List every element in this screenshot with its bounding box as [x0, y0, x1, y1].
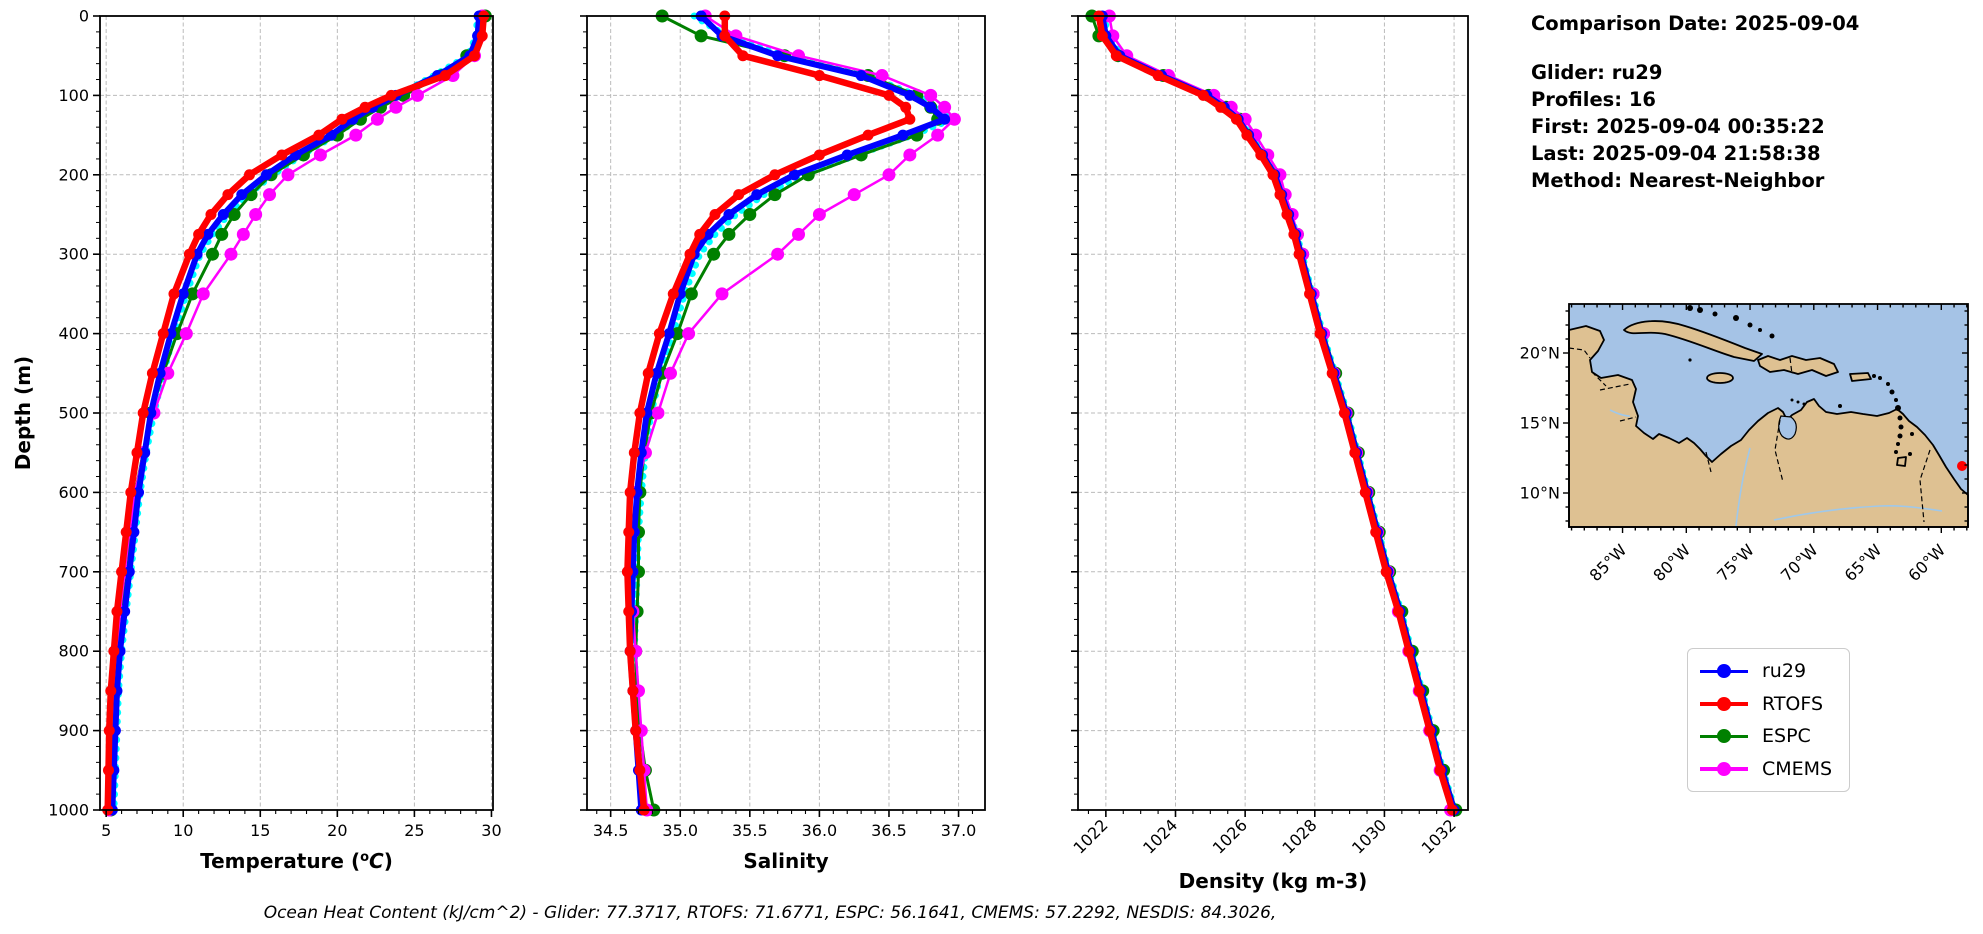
- landmasses: [1568, 320, 1969, 528]
- svg-text:0: 0: [79, 7, 89, 26]
- ocean-heat-content-caption: Ocean Heat Content (kJ/cm^2) - Glider: 7…: [263, 903, 1277, 923]
- svg-text:30: 30: [481, 821, 501, 840]
- profile-series: [1085, 9, 1463, 817]
- map-frame: [1568, 303, 1969, 528]
- legend-item-espc: ESPC: [1700, 721, 1849, 751]
- legend-label-ru29: ru29: [1762, 660, 1807, 683]
- small-islands: [1687, 305, 1914, 456]
- series-rtofs: [102, 10, 490, 816]
- density-profile-chart: 1022 1024 1026 1028 1030 1032 Density (kg m-3): [1010, 0, 1530, 934]
- chart-svg-temperature: 5 10 15 20 25 3001002003004005006007008009001…: [11, 7, 502, 874]
- svg-text:800: 800: [58, 642, 89, 661]
- svg-text:10: 10: [173, 821, 193, 840]
- glider-location-dot: [1957, 461, 1967, 471]
- x-axis: 5 10 15 20 25 30: [101, 810, 502, 840]
- profile-series: [621, 9, 961, 817]
- lake-maracaibo: [1778, 415, 1797, 440]
- caribbean-location-map: 20°N 15°N 10°N 85°W 80°W 75°W 70°W 65°W 60°W: [1520, 230, 1983, 610]
- legend-label-cmems: CMEMS: [1762, 757, 1833, 780]
- ru29-line-swatch: [1700, 656, 1748, 686]
- cmems-line-swatch: [1700, 754, 1748, 784]
- svg-text:70°W: 70°W: [1777, 540, 1822, 585]
- first-profile-time-text: First: 2025-09-04 00:35:22: [1531, 115, 1825, 138]
- svg-text:10°N: 10°N: [1520, 484, 1560, 503]
- legend-label-espc: ESPC: [1762, 725, 1811, 748]
- svg-text:500: 500: [58, 404, 89, 423]
- legend-item-rtofs: RTOFS: [1700, 689, 1849, 719]
- svg-text:85°W: 85°W: [1586, 540, 1631, 585]
- spacer: [1531, 37, 1983, 59]
- x-axis-label: Density (kg m-3): [1179, 869, 1368, 893]
- y-axis: 0 100 200 300 400 500 600 700 800 900 1000: [48, 7, 100, 820]
- legend-label-rtofs: RTOFS: [1762, 692, 1824, 715]
- chart-svg-salinity: 34.5 35.0 35.5 36.0 36.5 37.0 Salinity: [580, 9, 986, 873]
- svg-text:25: 25: [404, 821, 424, 840]
- method-text: Method: Nearest-Neighbor: [1531, 169, 1825, 192]
- svg-text:35.0: 35.0: [662, 821, 698, 840]
- espc-line-swatch: [1700, 721, 1748, 751]
- rtofs-line-swatch: [1700, 689, 1748, 719]
- svg-text:60°W: 60°W: [1904, 540, 1949, 585]
- svg-text:200: 200: [58, 165, 89, 184]
- svg-text:900: 900: [58, 721, 89, 740]
- svg-text:36.5: 36.5: [871, 821, 907, 840]
- profiles-count-text: Profiles: 16: [1531, 88, 1656, 111]
- svg-text:1028: 1028: [1278, 815, 1320, 857]
- country-borders: [1568, 347, 1931, 523]
- x-axis: 1022 1024 1026 1028 1030 1032: [1069, 810, 1460, 858]
- y-axis-label: Depth (m): [11, 356, 35, 470]
- grid-lines: [1078, 15, 1468, 811]
- x-axis-label: Temperature (oC): [200, 849, 393, 873]
- legend-item-cmems: CMEMS: [1700, 754, 1849, 784]
- y-axis: [1071, 15, 1078, 811]
- svg-text:1000: 1000: [48, 801, 89, 820]
- svg-text:300: 300: [58, 245, 89, 264]
- svg-text:15°N: 15°N: [1520, 414, 1560, 433]
- y-axis: [580, 15, 587, 811]
- salinity-profile-chart: 34.5 35.0 35.5 36.0 36.5 37.0 Salinity: [540, 0, 1010, 934]
- comparison-info-panel: Comparison Date: 2025-09-04 Glider: ru29…: [1531, 10, 1983, 194]
- x-axis-label: Salinity: [743, 849, 828, 873]
- svg-text:20°N: 20°N: [1520, 344, 1560, 363]
- legend-item-ru29: ru29: [1700, 656, 1849, 686]
- glider-name-text: Glider: ru29: [1531, 61, 1663, 84]
- series-espc: [629, 9, 945, 817]
- svg-text:37.0: 37.0: [941, 821, 977, 840]
- svg-text:1024: 1024: [1139, 815, 1181, 857]
- chart-legend: ru29 RTOFS ESPC CMEMS: [1687, 648, 1850, 792]
- svg-text:35.5: 35.5: [732, 821, 768, 840]
- svg-text:80°W: 80°W: [1649, 540, 1694, 585]
- svg-text:600: 600: [58, 483, 89, 502]
- svg-text:1026: 1026: [1209, 815, 1251, 857]
- svg-text:400: 400: [58, 324, 89, 343]
- svg-text:5: 5: [101, 821, 111, 840]
- series-rtofs: [1093, 10, 1458, 816]
- svg-text:15: 15: [250, 821, 270, 840]
- svg-text:1022: 1022: [1069, 815, 1111, 857]
- rivers: [1609, 409, 1943, 527]
- temperature-profile-chart: 5 10 15 20 25 30 0 100 200 300 400 500 600 700 800 900 1…: [0, 0, 540, 934]
- grid-lines: [100, 15, 493, 811]
- comparison-date-text: Comparison Date: 2025-09-04: [1531, 12, 1860, 35]
- x-axis: 34.5 35.0 35.5 36.0 36.5 37.0: [593, 810, 977, 840]
- svg-text:34.5: 34.5: [593, 821, 629, 840]
- svg-text:1032: 1032: [1418, 815, 1460, 857]
- profile-series: [102, 9, 492, 817]
- chart-svg-density: 1022 1024 1026 1028 1030 1032 Density (kg m-3): [1069, 9, 1469, 893]
- svg-text:1030: 1030: [1348, 815, 1390, 857]
- svg-text:100: 100: [58, 86, 89, 105]
- series-rtofs: [621, 10, 916, 816]
- svg-text:75°W: 75°W: [1713, 540, 1758, 585]
- last-profile-time-text: Last: 2025-09-04 21:58:38: [1531, 142, 1821, 165]
- svg-text:700: 700: [58, 562, 89, 581]
- svg-text:65°W: 65°W: [1841, 540, 1886, 585]
- map-svg: 20°N 15°N 10°N 85°W 80°W 75°W 70°W 65°W 60°W: [1520, 303, 1969, 585]
- map-ticks: [1563, 304, 1968, 533]
- svg-text:36.0: 36.0: [802, 821, 838, 840]
- svg-text:20: 20: [327, 821, 347, 840]
